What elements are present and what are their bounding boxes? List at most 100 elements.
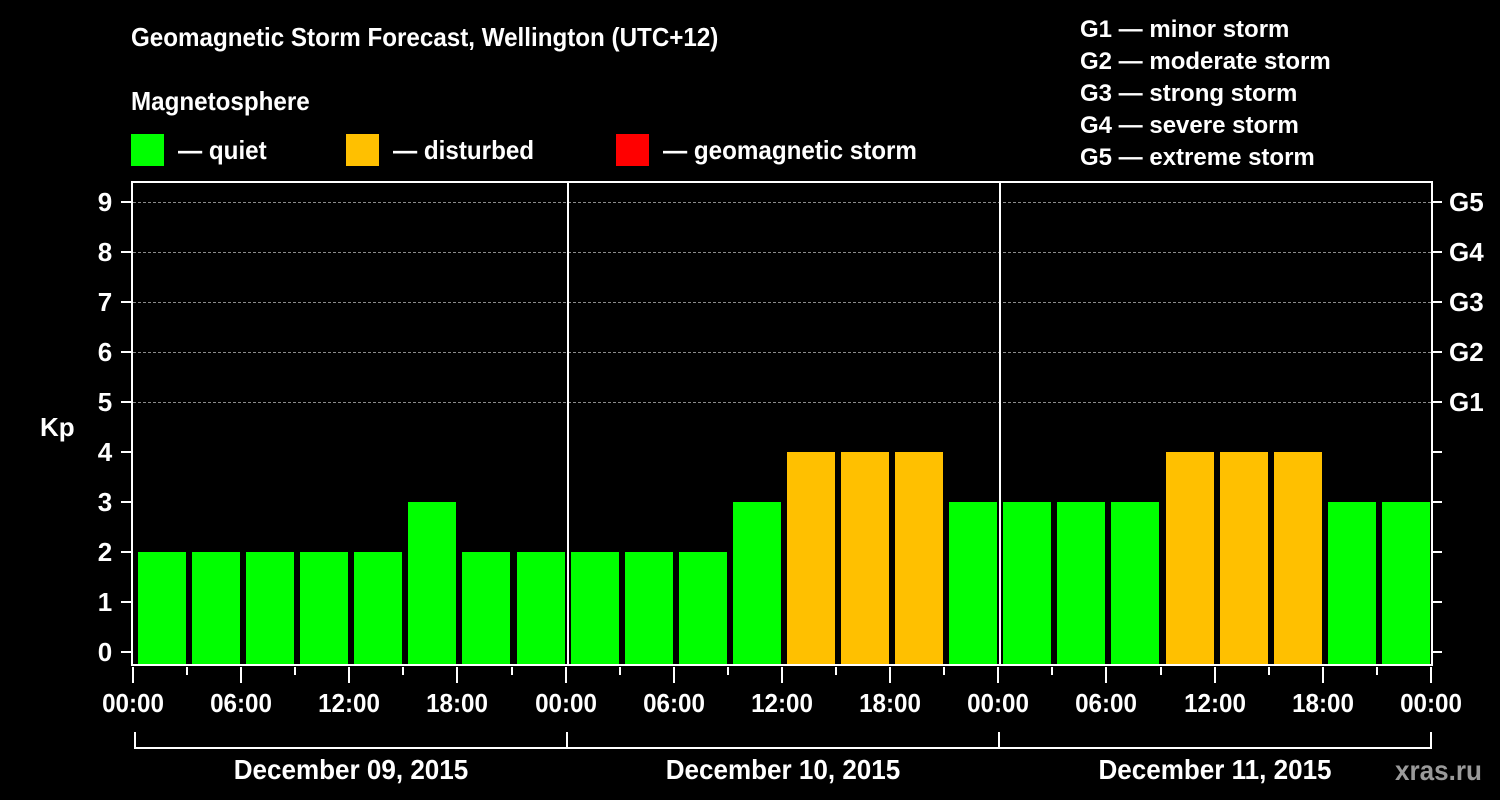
x-tick-major (997, 667, 999, 683)
kp-bar (1111, 502, 1160, 665)
y-tick (121, 651, 131, 653)
right-tick-label: G2 (1449, 337, 1484, 367)
x-tick-major (240, 667, 242, 683)
y-tick (121, 301, 131, 303)
plot-frame (131, 181, 1433, 666)
storm-scale-g1: G1 — minor storm (1080, 16, 1290, 43)
kp-bar (786, 452, 835, 665)
x-tick-minor (943, 667, 945, 675)
x-tick-label: 12:00 (318, 688, 381, 718)
x-tick-label: 06:00 (642, 688, 705, 718)
storm-scale-g5: G5 — extreme storm (1080, 144, 1315, 171)
date-label: December 09, 2015 (233, 754, 469, 785)
right-tick (1433, 251, 1442, 253)
kp-bar (570, 552, 619, 665)
x-tick-major (132, 667, 134, 683)
gridline (133, 202, 1431, 203)
y-tick-label: 2 (97, 537, 113, 567)
date-label: December 11, 2015 (1098, 754, 1332, 785)
y-tick-label: 9 (97, 187, 113, 217)
y-tick (121, 451, 131, 453)
kp-bar (841, 452, 890, 665)
y-tick-label: 6 (97, 337, 113, 367)
x-tick-major (889, 667, 891, 683)
day-divider (567, 181, 569, 666)
legend-item-disturbed: — disturbed (346, 134, 545, 166)
gridline (133, 302, 1431, 303)
kp-bar (624, 552, 673, 665)
storm-scale-g3: G3 — strong storm (1080, 80, 1298, 107)
legend-item-quiet: — quiet (131, 134, 273, 166)
y-tick-label: 5 (97, 387, 113, 417)
y-tick-label: 3 (97, 487, 113, 517)
y-tick-label: 8 (97, 237, 113, 267)
x-tick-label: 00:00 (967, 688, 1030, 718)
date-label: December 10, 2015 (665, 754, 901, 785)
x-tick-minor (1268, 667, 1270, 675)
x-tick-label: 12:00 (1183, 688, 1246, 718)
kp-bar (1381, 502, 1430, 665)
x-tick-minor (1376, 667, 1378, 675)
x-tick-label: 06:00 (1075, 688, 1138, 718)
kp-bar (678, 552, 727, 665)
x-tick-minor (402, 667, 404, 675)
y-tick-label: 4 (97, 437, 113, 467)
kp-bar (1327, 502, 1376, 665)
right-tick (1433, 201, 1442, 203)
x-tick-major (348, 667, 350, 683)
day-divider (999, 181, 1001, 666)
right-tick (1433, 501, 1442, 503)
watermark: xras.ru (1395, 755, 1482, 786)
x-tick-major (1214, 667, 1216, 683)
kp-bar (1057, 502, 1106, 665)
y-tick (121, 351, 131, 353)
date-bracket-divider (998, 732, 1000, 748)
x-tick-label: 00:00 (534, 688, 597, 718)
y-tick (121, 551, 131, 553)
right-tick (1433, 451, 1442, 453)
legend-swatch-storm (616, 134, 649, 166)
gridline (133, 402, 1431, 403)
y-tick (121, 251, 131, 253)
chart-title: Geomagnetic Storm Forecast, Wellington (… (131, 22, 719, 52)
x-tick-minor (1051, 667, 1053, 675)
x-tick-major (673, 667, 675, 683)
kp-bar (1003, 502, 1052, 665)
kp-bar (246, 552, 295, 665)
legend-swatch-quiet (131, 134, 164, 166)
y-tick-label: 7 (97, 287, 113, 317)
x-tick-label: 00:00 (102, 688, 164, 718)
date-bracket-divider (566, 732, 568, 748)
right-tick (1433, 401, 1442, 403)
y-tick (121, 401, 131, 403)
legend-heading: Magnetosphere (131, 86, 310, 116)
kp-bar (732, 502, 781, 665)
storm-scale-legend: G1 — minor storm G2 — moderate storm G3 … (1080, 14, 1331, 174)
y-tick-label: 1 (97, 587, 113, 617)
right-tick-label: G3 (1449, 287, 1484, 317)
legend-label-disturbed: — disturbed (393, 134, 535, 165)
x-tick-label: 12:00 (751, 688, 813, 718)
x-tick-label: 00:00 (1399, 688, 1462, 718)
date-bracket-divider (1430, 732, 1432, 748)
kp-bar (949, 502, 998, 665)
kp-bar (192, 552, 241, 665)
right-tick-label: G4 (1449, 237, 1484, 267)
x-tick-minor (294, 667, 296, 675)
x-tick-minor (727, 667, 729, 675)
x-tick-minor (619, 667, 621, 675)
x-tick-label: 18:00 (1291, 688, 1354, 718)
right-tick (1433, 551, 1442, 553)
x-tick-minor (835, 667, 837, 675)
x-tick-label: 18:00 (859, 688, 922, 718)
x-tick-major (1430, 667, 1432, 683)
date-bracket-divider (134, 732, 136, 748)
x-tick-minor (186, 667, 188, 675)
x-tick-major (781, 667, 783, 683)
gridline (133, 252, 1431, 253)
x-tick-minor (511, 667, 513, 675)
right-tick-label: G5 (1449, 187, 1484, 217)
y-axis-label: Kp (40, 412, 75, 442)
x-tick-major (565, 667, 567, 683)
kp-bar (138, 552, 186, 665)
